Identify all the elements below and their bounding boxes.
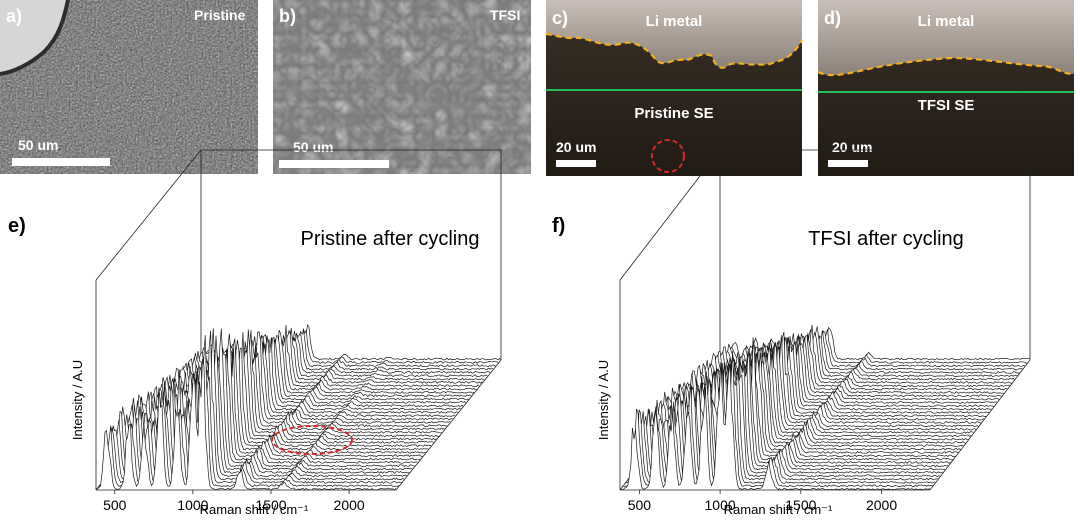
x-tick-label: 1000 bbox=[705, 497, 736, 513]
panel-b-tag: TFSI bbox=[490, 7, 520, 23]
chart-tfsi-waterfall: f) TFSI after cycling Intensity / A.U Ra… bbox=[552, 149, 1031, 517]
li-metal-region bbox=[818, 0, 1074, 76]
chart-e-title: Pristine after cycling bbox=[301, 228, 480, 250]
panel-c-top-label: Li metal bbox=[646, 13, 703, 30]
x-tick-label: 1500 bbox=[255, 497, 286, 513]
box-top-edge bbox=[95, 149, 202, 281]
highlight-ellipse bbox=[271, 425, 353, 455]
spectrum-line bbox=[95, 358, 397, 491]
x-tick-label: 500 bbox=[628, 497, 652, 513]
panel-d-bottom-label: TFSI SE bbox=[918, 97, 975, 114]
panel-c-bottom-label: Pristine SE bbox=[634, 105, 713, 122]
li-metal-region bbox=[546, 0, 802, 68]
x-tick-label: 1500 bbox=[785, 497, 816, 513]
chart-e-ylabel: Intensity / A.U bbox=[70, 360, 85, 440]
chart-f-title: TFSI after cycling bbox=[808, 228, 964, 250]
panel-a-scale-label: 50 um bbox=[18, 137, 58, 153]
chart-pristine-waterfall: e) Pristine after cycling Intensity / A.… bbox=[8, 149, 502, 517]
depth-axis-line bbox=[395, 359, 502, 491]
panel-f-letter: f) bbox=[552, 215, 565, 237]
highlight-circle bbox=[651, 139, 685, 173]
panel-a-scale-bar bbox=[12, 158, 110, 166]
box-top-edge bbox=[619, 149, 721, 281]
panel-d-top-label: Li metal bbox=[918, 13, 975, 30]
panel-d-scale-label: 20 um bbox=[832, 139, 872, 155]
panel-b-letter: b) bbox=[279, 6, 296, 26]
panel-c-letter: c) bbox=[552, 8, 568, 28]
x-tick-label: 2000 bbox=[334, 497, 365, 513]
chart-f-ylabel: Intensity / A.U bbox=[596, 360, 611, 440]
chart-e-xlabel: Raman shift / cm⁻¹ bbox=[200, 502, 309, 517]
depth-axis-line bbox=[929, 359, 1031, 491]
panel-a-sem-image: a) Pristine 50 um bbox=[0, 0, 258, 174]
panel-c-optical-image: c) Li metal Pristine SE 20 um bbox=[545, 0, 803, 176]
panel-a-tag: Pristine bbox=[194, 7, 246, 23]
x-tick-label: 500 bbox=[103, 497, 127, 513]
panel-d-optical-image: d) Li metal TFSI SE 20 um bbox=[817, 0, 1075, 176]
interface-dashed-line bbox=[817, 56, 1075, 77]
panel-d-scale-bar bbox=[828, 160, 868, 167]
panel-b-scale-bar bbox=[279, 160, 389, 168]
panel-a-letter: a) bbox=[6, 6, 22, 26]
spectrum-line bbox=[619, 362, 931, 491]
panel-c-scale-bar bbox=[556, 160, 596, 167]
chart-f-xlabel: Raman shift / cm⁻¹ bbox=[724, 502, 833, 517]
x-tick-label: 2000 bbox=[866, 497, 897, 513]
panel-c-scale-label: 20 um bbox=[556, 139, 596, 155]
panel-d-letter: d) bbox=[824, 8, 841, 28]
panel-e-letter: e) bbox=[8, 215, 26, 237]
panel-b-scale-label: 50 um bbox=[293, 139, 333, 155]
bright-region bbox=[0, 0, 68, 74]
panel-b-sem-image: b) TFSI 50 um bbox=[273, 0, 531, 174]
x-tick-label: 1000 bbox=[177, 497, 208, 513]
